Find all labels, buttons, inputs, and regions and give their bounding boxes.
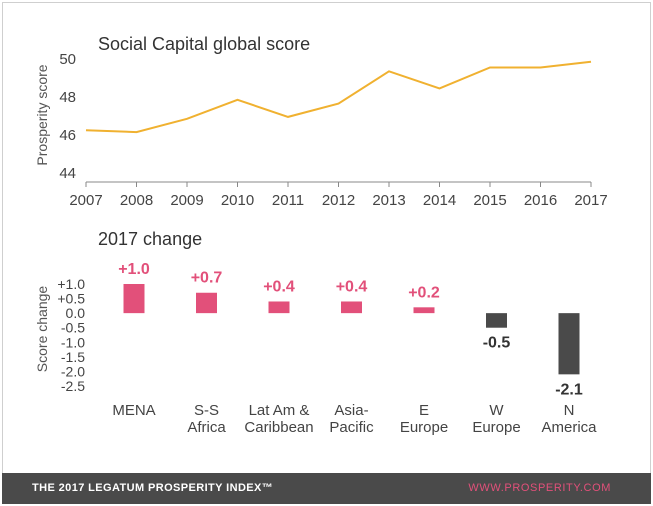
bar-category-label-line: Europe bbox=[472, 419, 520, 436]
line-chart-ylabel: Prosperity score bbox=[34, 64, 50, 165]
line-x-tick-label: 2017 bbox=[574, 192, 607, 209]
bar-chart-title: 2017 change bbox=[98, 229, 202, 249]
bar-category-label-line: Lat Am & bbox=[249, 402, 310, 419]
bar-e-europe bbox=[413, 307, 435, 314]
line-y-tick-label: 48 bbox=[59, 89, 76, 106]
bar-category-label: Lat Am & Caribbean bbox=[244, 402, 313, 436]
bar-category-label-line: S-S bbox=[194, 402, 219, 419]
line-x-tick-label: 2014 bbox=[423, 192, 456, 209]
bar-category-label-line: MENA bbox=[112, 402, 155, 419]
bar-category-label: Asia-Pacific bbox=[329, 402, 374, 436]
bar-category-label-line: Africa bbox=[187, 419, 226, 436]
bar-mena bbox=[123, 284, 145, 314]
line-x-tick-label: 2009 bbox=[170, 192, 203, 209]
bar-y-tick-label: -0.5 bbox=[61, 320, 85, 336]
bar-s-s-africa bbox=[196, 292, 217, 314]
bar-category-label: N America bbox=[541, 402, 597, 436]
bar-value-label: -0.5 bbox=[483, 335, 511, 352]
line-y-tick-label: 44 bbox=[59, 165, 76, 182]
bar-value-label: -2.1 bbox=[555, 381, 583, 398]
line-x-tick-label: 2011 bbox=[272, 192, 304, 209]
bar-n-america bbox=[558, 313, 580, 375]
bar-category-label-line: Asia- bbox=[334, 402, 368, 419]
bar-lat-am-caribbean bbox=[268, 301, 290, 314]
line-x-tick-label: 2015 bbox=[473, 192, 506, 209]
line-chart-title: Social Capital global score bbox=[98, 34, 310, 54]
bar-category-label-line: Caribbean bbox=[244, 419, 313, 436]
bar-value-label: +0.4 bbox=[336, 278, 368, 295]
line-x-tick-label: 2007 bbox=[69, 192, 102, 209]
bar-asia-pacific bbox=[341, 301, 362, 314]
bar-y-tick-label: -1.5 bbox=[61, 349, 85, 365]
footer-bar: THE 2017 LEGATUM PROSPERITY INDEX™ WWW.P… bbox=[2, 473, 651, 504]
bar-category-label: MENA bbox=[112, 402, 155, 419]
bar-chart-ylabel: Score change bbox=[34, 286, 50, 373]
footer-title: THE 2017 LEGATUM PROSPERITY INDEX™ bbox=[32, 482, 274, 494]
line-x-tick-label: 2016 bbox=[524, 192, 557, 209]
bar-category-label-line: W bbox=[489, 402, 504, 419]
line-x-tick-label: 2013 bbox=[372, 192, 405, 209]
bar-w-europe bbox=[486, 313, 507, 328]
bar-category-label-line: N bbox=[564, 402, 575, 419]
bar-value-label: +0.7 bbox=[191, 270, 223, 287]
footer-website-link[interactable]: WWW.PROSPERITY.COM bbox=[468, 482, 611, 494]
bar-category-label-line: Pacific bbox=[329, 419, 374, 436]
bar-value-label: +0.2 bbox=[408, 284, 440, 301]
line-x-tick-label: 2010 bbox=[221, 192, 254, 209]
bar-category-label-line: Europe bbox=[400, 419, 448, 436]
bar-value-label: +1.0 bbox=[118, 261, 150, 278]
bar-y-tick-label: +0.5 bbox=[57, 291, 85, 307]
bar-y-tick-label: -2.0 bbox=[61, 363, 85, 379]
line-y-tick-label: 46 bbox=[59, 127, 76, 144]
bar-y-tick-label: -1.0 bbox=[61, 334, 85, 350]
bar-category-label-line: America bbox=[541, 419, 597, 436]
line-x-tick-label: 2008 bbox=[120, 192, 153, 209]
bar-value-label: +0.4 bbox=[263, 278, 295, 295]
bar-category-label: E Europe bbox=[400, 402, 448, 436]
bar-category-label: W Europe bbox=[472, 402, 520, 436]
bar-y-tick-label: 0.0 bbox=[66, 305, 86, 321]
line-series-social-capital bbox=[85, 60, 592, 134]
line-y-tick-label: 50 bbox=[59, 51, 76, 68]
bar-category-label-line: E bbox=[419, 402, 429, 419]
bar-y-tick-label: +1.0 bbox=[57, 276, 85, 292]
bar-category-label: S-S Africa bbox=[187, 402, 226, 436]
bar-y-tick-label: -2.5 bbox=[61, 378, 85, 394]
line-x-tick-label: 2012 bbox=[322, 192, 355, 209]
